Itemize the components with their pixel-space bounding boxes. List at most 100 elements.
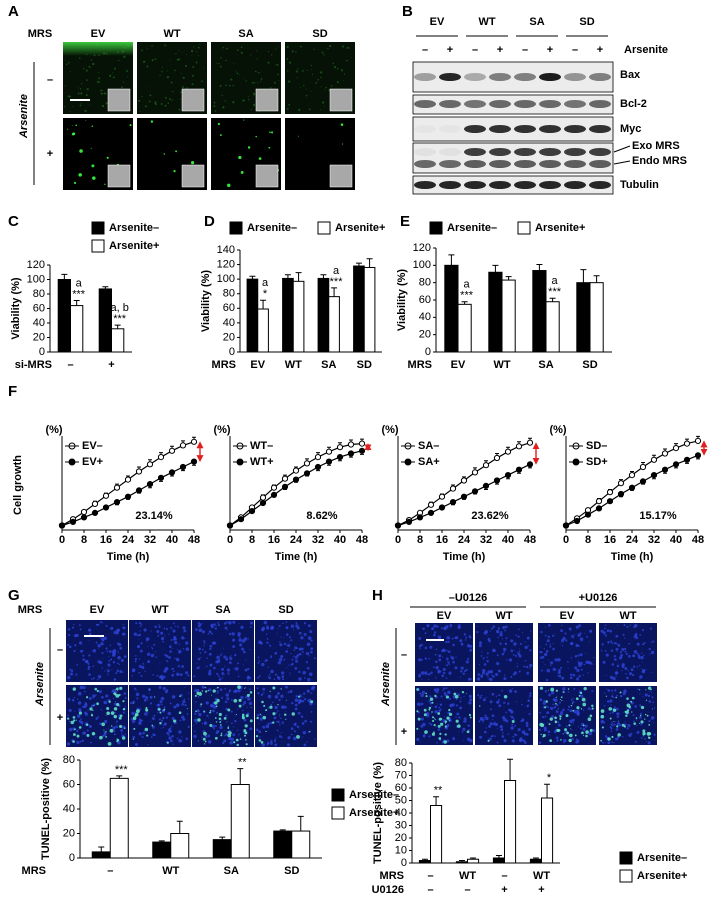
cell [244,696,248,699]
point [80,508,88,516]
cell [511,687,514,690]
band [489,160,511,168]
cell [216,655,220,660]
cell [178,711,182,715]
y-axis-label: Cell growth [12,455,24,515]
cell [160,696,165,701]
cell [232,638,236,642]
cell [510,715,512,717]
cell [593,656,595,659]
cell [614,689,617,692]
cell [549,739,553,742]
cell [109,728,114,733]
cell [281,721,284,724]
cell [165,659,167,661]
cell [304,697,307,701]
cell [563,738,567,743]
band [539,73,561,81]
cell [84,712,88,716]
cell [423,708,427,712]
cell [255,728,259,732]
cell [482,698,486,702]
cell [639,689,641,691]
x-axis-label: MRS [408,359,432,371]
cell [453,656,455,657]
cell [591,690,594,693]
cell [589,714,593,718]
blot [412,142,614,174]
cell [559,699,561,701]
cell [277,703,279,706]
cell [308,672,313,677]
cell [259,717,263,721]
cell [623,623,626,627]
band [414,181,436,189]
cell [295,51,297,53]
treatment-sign: – [472,44,478,56]
treatment-sign: + [447,44,453,56]
cell [243,718,247,722]
cell [167,70,169,72]
cell [505,718,507,720]
cell [179,98,182,100]
cell [233,726,235,728]
cell [645,689,647,691]
cell [67,95,70,98]
point [168,447,176,454]
cell [456,698,458,701]
cell [285,685,288,689]
cell [286,58,289,60]
cell [445,677,448,680]
cell [139,649,143,653]
cell [176,58,179,61]
cell [150,120,154,123]
cell [88,724,92,728]
cell [329,44,332,48]
cell [96,689,99,693]
cell [171,99,173,101]
cell [164,44,167,47]
column-label: EV [560,610,575,622]
cell [182,739,184,741]
cell [561,645,563,647]
cell [650,692,652,694]
legend-swatch [331,806,345,820]
cell [549,661,554,665]
cell [544,715,547,718]
cell [217,675,220,678]
cell [207,734,211,738]
cell [583,686,587,691]
cell [126,76,128,78]
cell [194,712,197,715]
cell [636,666,639,668]
cell [447,661,450,664]
cell [571,718,575,722]
cell [309,698,312,701]
cell [249,691,253,694]
error-bar [114,324,121,329]
legend-label: Arsenite– [109,222,159,234]
cell [525,733,529,736]
cell [291,712,295,716]
cell [441,725,443,727]
cell [491,692,495,696]
cell [519,738,523,742]
cell [227,672,230,675]
cell [443,740,447,744]
cell [234,653,237,657]
cell [99,636,102,639]
bar [363,266,376,353]
cell [615,728,619,731]
cell [198,649,201,651]
cell [429,645,433,649]
legend-label: EV– [82,440,103,452]
cell [209,711,211,714]
legend-swatch [229,221,243,235]
cell [71,125,73,127]
cell [298,108,301,111]
cell [639,704,642,707]
cell [484,630,489,634]
cell [236,743,239,747]
cell [646,669,647,670]
x-axis-label: MRS [212,359,236,371]
